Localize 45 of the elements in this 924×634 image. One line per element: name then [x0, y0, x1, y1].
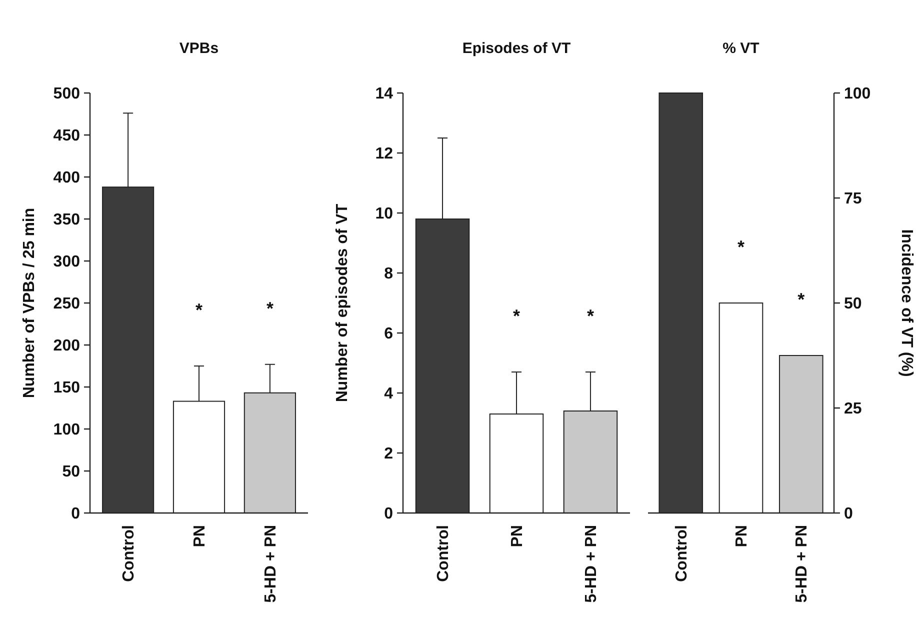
- y-tick-label: 150: [53, 380, 80, 397]
- x-tick-label: Control: [120, 525, 138, 582]
- x-tick-label: 5-HD + PN: [262, 525, 280, 603]
- y-tick-label: 350: [53, 212, 80, 229]
- y-tick-label: 250: [53, 296, 80, 313]
- y2-tick-label: 25: [844, 400, 862, 418]
- annotation: *: [586, 306, 594, 326]
- annotation: *: [512, 306, 520, 326]
- x-tick-label: PN: [192, 525, 209, 548]
- y-axis-title: Number of VPBs / 25 min: [21, 208, 38, 398]
- y-tick-label: 100: [53, 422, 80, 439]
- chart-title: VPBs: [179, 40, 219, 57]
- y2-tick-label: 0: [844, 506, 853, 523]
- y-tick-label: 2: [384, 446, 394, 463]
- y-tick-label: 10: [375, 206, 394, 223]
- y-tick-label: 4: [384, 386, 394, 403]
- x-tick-label: PN: [509, 525, 526, 548]
- chart-title: Episodes of VT: [462, 40, 571, 57]
- annotation: *: [798, 290, 805, 310]
- y2-axis-title: Incidence of VT (%): [898, 229, 915, 377]
- y-tick-label: 300: [53, 254, 80, 271]
- chart-title: % VT: [722, 40, 760, 57]
- x-tick-label: 5-HD + PN: [583, 525, 600, 603]
- y-tick-label: 0: [384, 506, 394, 523]
- y-axis-title: Number of episodes of VT: [334, 204, 351, 402]
- y-tick-label: 450: [53, 128, 80, 145]
- x-tick-label: Control: [435, 525, 452, 582]
- y-tick-label: 200: [53, 338, 80, 355]
- y-tick-label: 12: [375, 146, 394, 163]
- y-tick-label: 14: [375, 86, 394, 103]
- x-tick-label: Control: [673, 525, 690, 582]
- annotation: *: [737, 237, 745, 257]
- y-tick-label: 400: [53, 170, 80, 187]
- y-tick-label: 50: [62, 464, 80, 481]
- y2-tick-label: 100: [844, 86, 871, 103]
- y-tick-label: 6: [384, 326, 394, 343]
- annotation: *: [266, 298, 274, 318]
- y-tick-label: 8: [384, 266, 394, 283]
- y-tick-label: 500: [53, 86, 80, 103]
- x-tick-label: 5-HD + PN: [794, 525, 811, 603]
- y2-tick-label: 50: [844, 296, 862, 313]
- y2-tick-label: 75: [844, 190, 862, 208]
- y-tick-label: 0: [71, 506, 80, 523]
- x-tick-label: PN: [734, 525, 751, 548]
- annotation: *: [195, 300, 203, 320]
